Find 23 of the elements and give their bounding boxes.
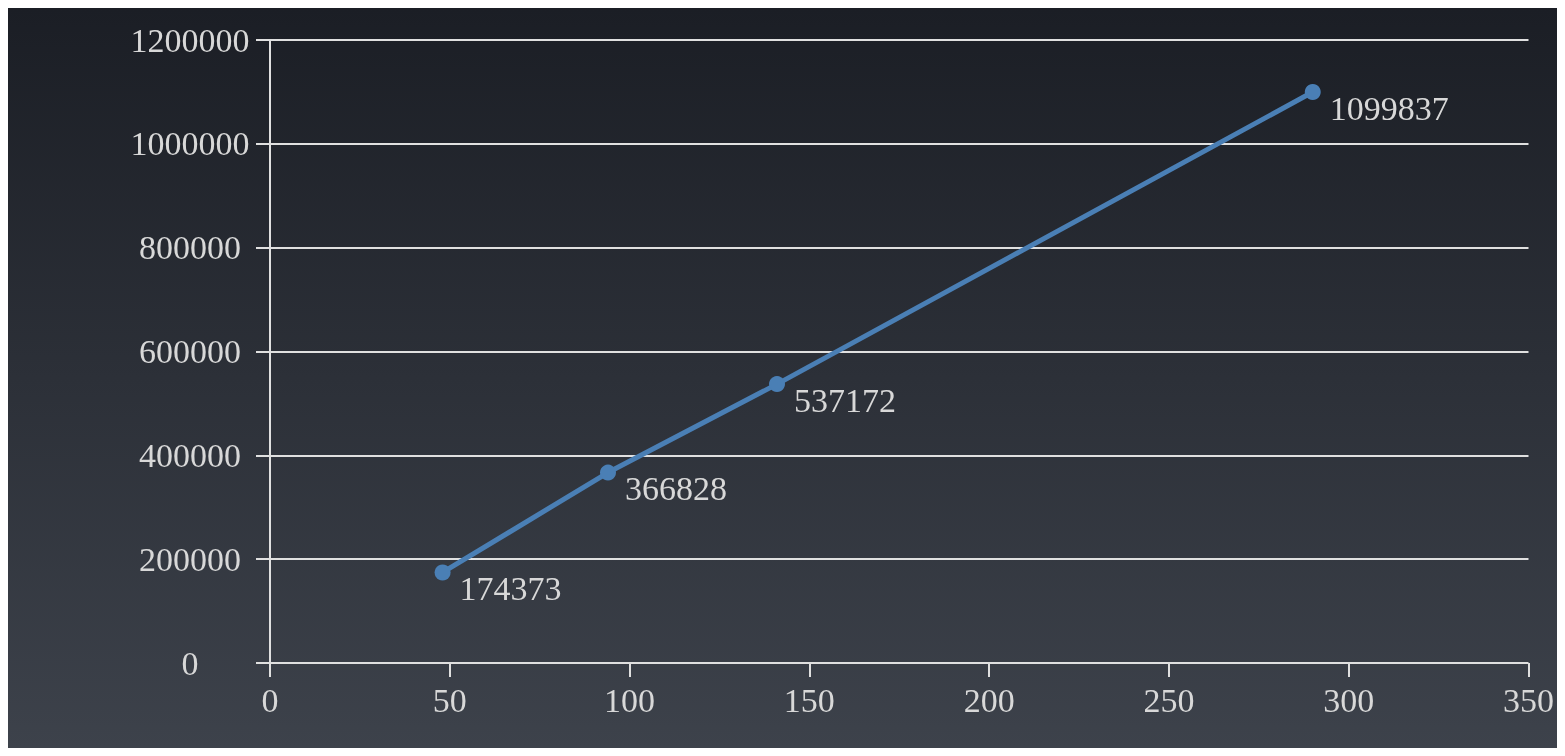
x-tick-label: 250 — [1143, 681, 1195, 719]
y-tick-label: 800000 — [139, 229, 241, 267]
y-tick-label: 1200000 — [130, 21, 250, 59]
x-tick-label: 200 — [963, 681, 1015, 719]
data-label: 537172 — [794, 381, 896, 419]
data-label: 1099837 — [1329, 89, 1449, 127]
y-tick-label: 400000 — [139, 436, 241, 474]
data-label: 366828 — [625, 470, 727, 508]
x-tick-label: 50 — [432, 681, 467, 719]
y-tick-label: 1000000 — [130, 125, 250, 163]
x-tick-label: 100 — [604, 681, 656, 719]
x-tick-label: 150 — [783, 681, 835, 719]
x-tick-label: 350 — [1503, 681, 1554, 719]
data-label: 174373 — [459, 569, 562, 607]
x-tick-label: 0 — [261, 681, 279, 719]
point — [1304, 84, 1321, 100]
x-tick-label: 300 — [1323, 681, 1375, 719]
y-tick-label: 600000 — [139, 333, 241, 370]
point — [769, 376, 785, 393]
point — [600, 464, 616, 481]
y-tick-label: 200000 — [139, 540, 241, 578]
point — [434, 564, 451, 581]
y-tick-label: 0 — [181, 644, 199, 682]
